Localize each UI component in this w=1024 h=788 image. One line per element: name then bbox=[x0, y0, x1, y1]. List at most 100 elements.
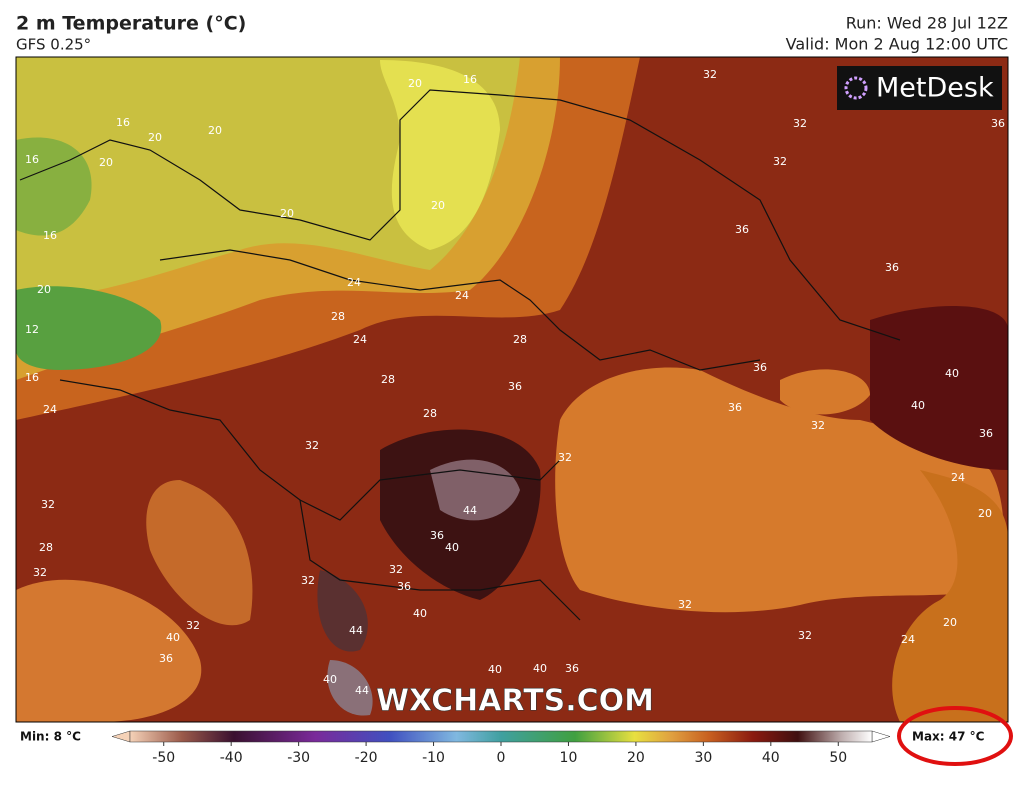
contour-label: 36 bbox=[991, 117, 1005, 130]
contour-label: 44 bbox=[355, 684, 369, 697]
title: 2 m Temperature (°C) bbox=[16, 13, 246, 35]
green-zone bbox=[16, 137, 92, 236]
contour-label: 28 bbox=[331, 310, 345, 323]
run: Run: Wed 28 Jul 12Z bbox=[846, 14, 1008, 33]
contour-label: 32 bbox=[41, 498, 55, 511]
contour-label: 16 bbox=[25, 153, 39, 166]
contour-label: 32 bbox=[678, 598, 692, 611]
contour-label: 36 bbox=[735, 223, 749, 236]
contour-label: 20 bbox=[943, 616, 957, 629]
colorbar-tick-label: 30 bbox=[694, 750, 712, 766]
subtitle: GFS 0.25° bbox=[16, 36, 91, 54]
contour-label: 16 bbox=[25, 371, 39, 384]
colorbar-tick-label: 20 bbox=[627, 750, 645, 766]
azov-sea bbox=[780, 369, 870, 415]
contour-label: 32 bbox=[793, 117, 807, 130]
colorbar-tick-label: -20 bbox=[355, 750, 378, 766]
contour-label: 44 bbox=[349, 624, 363, 637]
border bbox=[299, 499, 581, 621]
watermark: WXCHARTS.COM bbox=[376, 684, 654, 719]
contour-label: 32 bbox=[389, 563, 403, 576]
contour-label: 20 bbox=[280, 207, 294, 220]
colorbar-tick-label: 10 bbox=[560, 750, 578, 766]
contour-label: 24 bbox=[455, 289, 469, 302]
sea-zone bbox=[16, 579, 202, 722]
contour-label: 20 bbox=[408, 77, 422, 90]
colorbar-tick-label: -40 bbox=[220, 750, 243, 766]
contour-label: 28 bbox=[39, 541, 53, 554]
colorbar: -50 -40 -30 -20 -10 0 10 20 30 40 50 bbox=[111, 730, 891, 766]
contour-label: 16 bbox=[116, 116, 130, 129]
contour-label: 20 bbox=[208, 124, 222, 137]
contour-label: 36 bbox=[430, 529, 444, 542]
contour-label: 28 bbox=[423, 407, 437, 420]
contour-label: 32 bbox=[186, 619, 200, 632]
contour-label: 32 bbox=[798, 629, 812, 642]
min-label: Min: 8 °C bbox=[20, 730, 81, 744]
logo: MetDesk bbox=[876, 73, 994, 104]
hottest-zone bbox=[327, 660, 373, 716]
colorbar-end bbox=[111, 730, 131, 743]
green-zone bbox=[16, 286, 162, 370]
colorbar-tick-label: 50 bbox=[829, 750, 847, 766]
border bbox=[19, 89, 901, 341]
contour-label: 20 bbox=[978, 507, 992, 520]
contour-label: 40 bbox=[445, 541, 459, 554]
contour-label: 40 bbox=[533, 662, 547, 675]
contour-label: 32 bbox=[773, 155, 787, 168]
contour-label: 40 bbox=[911, 399, 925, 412]
contour-label: 40 bbox=[488, 663, 502, 676]
cool-zone bbox=[16, 57, 520, 300]
max-label: Max: 47 °C bbox=[912, 730, 985, 744]
contour-label: 40 bbox=[413, 607, 427, 620]
contour-label: 40 bbox=[166, 631, 180, 644]
valid: Valid: Mon 2 Aug 12:00 UTC bbox=[786, 35, 1008, 54]
highlight-circle bbox=[897, 706, 1013, 766]
contour-label: 36 bbox=[397, 580, 411, 593]
colorbar-tick-label: -10 bbox=[422, 750, 445, 766]
yellow-zone bbox=[380, 60, 500, 250]
logo-icon bbox=[844, 76, 868, 100]
contour-label: 28 bbox=[381, 373, 395, 386]
contour-label: 20 bbox=[431, 199, 445, 212]
contour-label: 20 bbox=[37, 283, 51, 296]
contour-label: 28 bbox=[513, 333, 527, 346]
contour-label: 20 bbox=[148, 131, 162, 144]
colorbar-tick-label: 40 bbox=[762, 750, 780, 766]
contour-label: 36 bbox=[885, 261, 899, 274]
contour-label: 36 bbox=[753, 361, 767, 374]
contour-label: 36 bbox=[508, 380, 522, 393]
contour-label: 16 bbox=[43, 229, 57, 242]
border bbox=[159, 249, 761, 371]
contour-label: 32 bbox=[33, 566, 47, 579]
colorbar-bar bbox=[129, 730, 873, 743]
hot-zone bbox=[317, 570, 368, 652]
contour-label: 36 bbox=[728, 401, 742, 414]
contour-label: 32 bbox=[811, 419, 825, 432]
warm-zone bbox=[892, 470, 1008, 722]
contour-label: 24 bbox=[901, 633, 915, 646]
contour-label: 24 bbox=[353, 333, 367, 346]
map bbox=[16, 57, 1008, 722]
contour-label: 24 bbox=[951, 471, 965, 484]
contour-label: 24 bbox=[347, 276, 361, 289]
contour-label: 36 bbox=[159, 652, 173, 665]
colorbar-tick-label: -50 bbox=[152, 750, 175, 766]
contour-label: 20 bbox=[99, 156, 113, 169]
sea-zone bbox=[146, 480, 253, 626]
contour-label: 32 bbox=[301, 574, 315, 587]
contour-label: 40 bbox=[323, 673, 337, 686]
contour-label: 44 bbox=[463, 504, 477, 517]
colorbar-tick-label: -30 bbox=[287, 750, 310, 766]
map-frame bbox=[15, 56, 1009, 723]
contour-label: 16 bbox=[463, 73, 477, 86]
colorbar-tick-label: 0 bbox=[497, 750, 506, 766]
contour-label: 40 bbox=[945, 367, 959, 380]
contour-label: 24 bbox=[43, 403, 57, 416]
borders bbox=[19, 89, 901, 621]
contour-label: 32 bbox=[558, 451, 572, 464]
contour-label: 12 bbox=[25, 323, 39, 336]
colorbar-end bbox=[871, 730, 891, 743]
contour-label: 32 bbox=[305, 439, 319, 452]
